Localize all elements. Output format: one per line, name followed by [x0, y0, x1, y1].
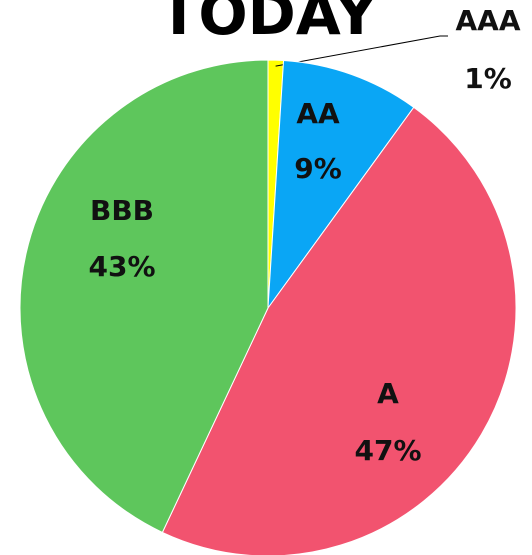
- leader-line: [275, 35, 448, 67]
- value-label: 47%: [354, 434, 421, 467]
- value-label: 43%: [88, 250, 155, 283]
- slice-label: A: [377, 377, 399, 410]
- slice-label: AAA: [455, 4, 520, 37]
- value-label: 9%: [294, 152, 342, 185]
- value-label: 1%: [464, 62, 512, 95]
- pie-slice: [19, 59, 269, 534]
- chart-title: TODAY: [159, 0, 378, 48]
- slice-label: AA: [296, 97, 340, 130]
- slice-label: BBB: [90, 194, 154, 227]
- pie-slice: [267, 59, 415, 310]
- pie-slice: [161, 106, 517, 555]
